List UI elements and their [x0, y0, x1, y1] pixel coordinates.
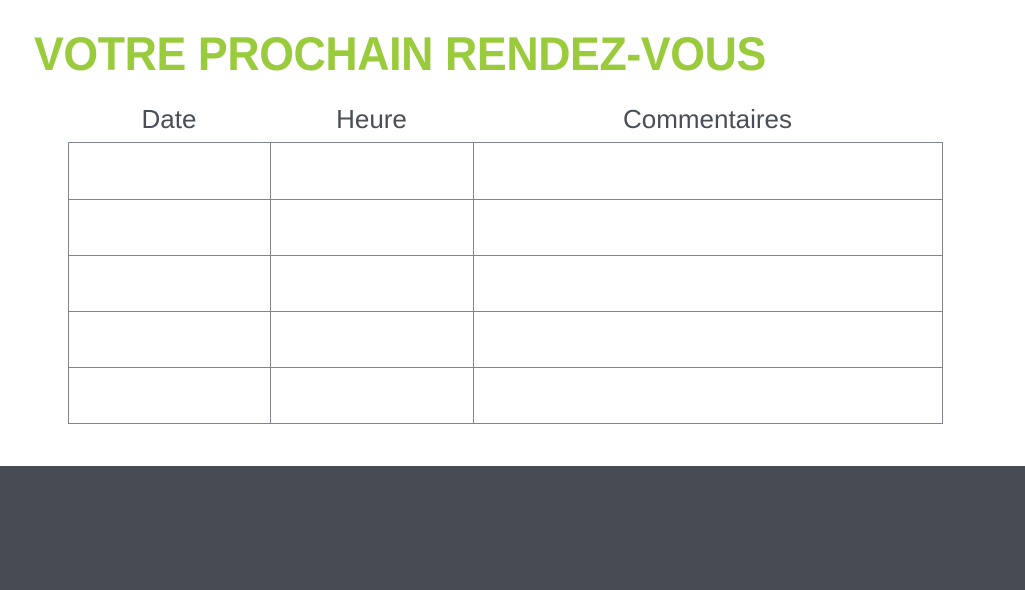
cell-commentaires[interactable] — [473, 311, 943, 368]
cell-commentaires[interactable] — [473, 255, 943, 312]
cell-date[interactable] — [68, 199, 271, 256]
cell-heure[interactable] — [270, 142, 474, 200]
cell-heure[interactable] — [270, 255, 474, 312]
table-row — [68, 311, 943, 368]
cell-heure[interactable] — [270, 367, 474, 424]
cell-date[interactable] — [68, 311, 271, 368]
table-header-row: Date Heure Commentaires — [68, 96, 942, 142]
column-header-commentaires: Commentaires — [622, 104, 793, 134]
cell-date[interactable] — [68, 142, 271, 200]
column-header-heure: Heure — [336, 104, 407, 134]
cell-date[interactable] — [68, 255, 271, 312]
table-body — [68, 142, 943, 424]
cell-commentaires[interactable] — [473, 199, 943, 256]
cell-commentaires[interactable] — [473, 142, 943, 200]
cell-heure[interactable] — [270, 311, 474, 368]
cell-heure[interactable] — [270, 199, 474, 256]
appointment-table: Date Heure Commentaires — [68, 96, 943, 424]
cell-commentaires[interactable] — [473, 367, 943, 424]
table-row — [68, 255, 943, 312]
appointment-grid — [68, 142, 943, 424]
cell-date[interactable] — [68, 367, 271, 424]
table-row — [68, 199, 943, 256]
footer-band — [0, 466, 1025, 590]
table-row — [68, 142, 943, 200]
column-header-date: Date — [141, 104, 197, 134]
page-title: VOTRE PROCHAIN RENDEZ-VOUS — [34, 27, 766, 80]
table-row — [68, 367, 943, 424]
